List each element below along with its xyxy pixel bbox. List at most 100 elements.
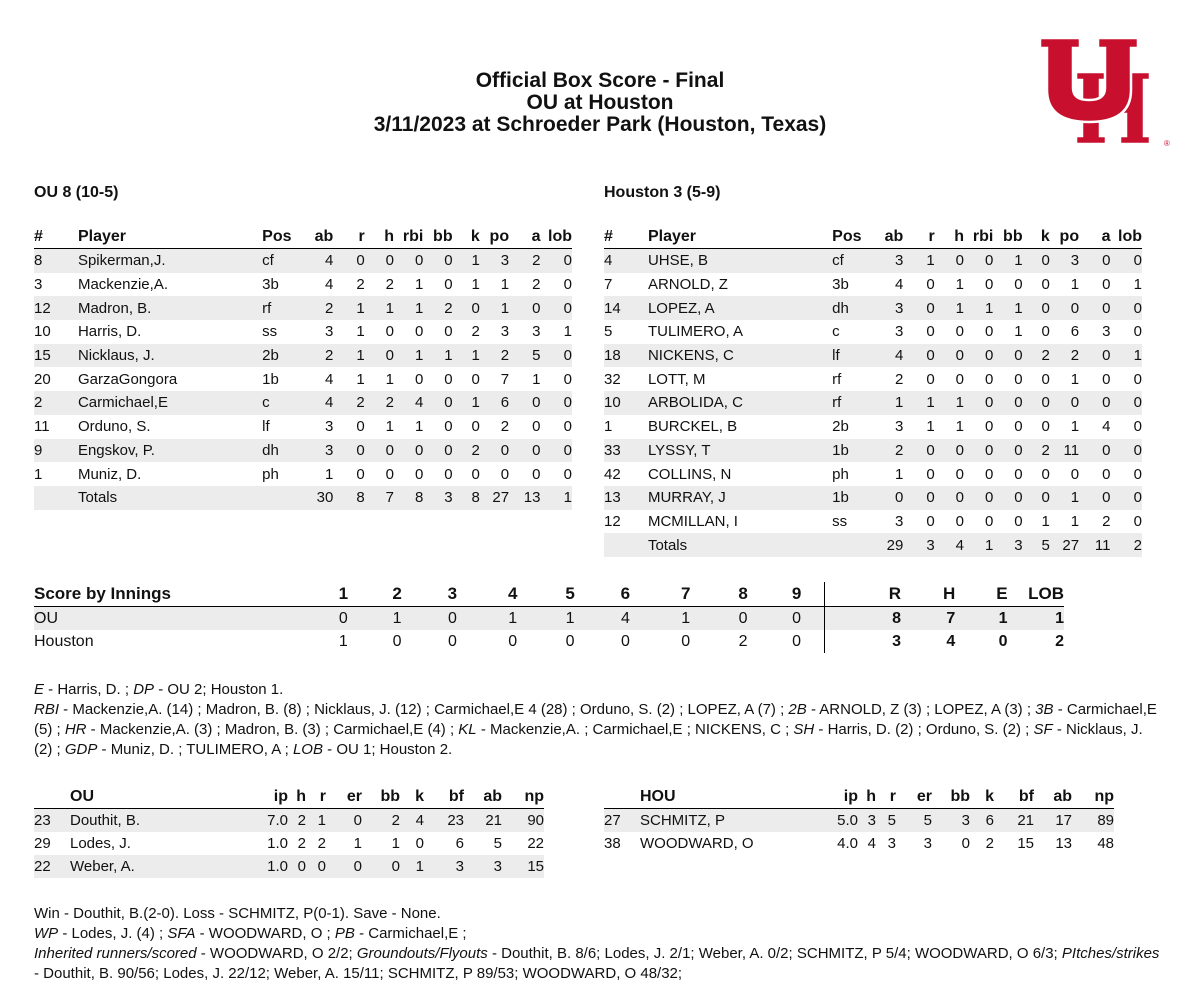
stat-cell: 5.0 xyxy=(810,808,858,832)
stat-cell: 1 xyxy=(306,808,326,832)
stat-cell: 0 xyxy=(444,276,453,294)
stat-cell: 4 xyxy=(400,808,424,832)
stat-cell: 1 xyxy=(871,391,904,415)
stat-cell: 0 xyxy=(1041,418,1050,436)
totals-header: LOB xyxy=(1007,582,1064,607)
uh-logo-icon: ® xyxy=(1038,36,1170,148)
away-pitching-table: OU ip h r er bb k bf ab np 23 Douthit, B. 7.0 2 1 0 2 4 2… xyxy=(34,786,544,878)
stat-cell: 3 xyxy=(324,418,334,436)
stat-cell: 0 xyxy=(1041,370,1050,388)
totals-row: Totals 30 8 7 8 3 8 27 13 1 xyxy=(34,485,572,510)
stat-cell: 0 xyxy=(1079,296,1111,321)
stat-cell: 0 xyxy=(563,276,572,294)
stat-cell: 0 xyxy=(364,248,394,273)
column-header: # xyxy=(34,226,78,249)
stat-cell: 0 xyxy=(288,855,306,878)
note-line: E - Harris, D. ; DP - OU 2; Houston 1. xyxy=(34,680,1164,700)
stat-cell: 1 xyxy=(414,276,424,294)
stat-cell: 0 xyxy=(1041,465,1050,483)
stat-cell: 29 xyxy=(34,835,51,852)
column-header: h xyxy=(934,226,964,249)
totals-row: Totals 29 3 4 1 3 5 27 11 2 xyxy=(604,533,1142,557)
totals-header: H xyxy=(900,582,956,607)
note-text: - WOODWARD, O ; xyxy=(195,925,335,942)
column-header: r xyxy=(333,226,365,249)
stat-cell: 7.0 xyxy=(240,808,288,832)
stat-cell: 0 xyxy=(444,323,453,341)
stat-cell: 1 xyxy=(394,343,424,368)
column-header: bb xyxy=(932,786,970,809)
team-name: Houston xyxy=(34,632,94,650)
stat-cell: 3 xyxy=(871,296,904,321)
stat-cell: 4 xyxy=(867,835,876,852)
stat-cell: ss xyxy=(262,323,278,341)
stat-cell: 0 xyxy=(540,438,572,463)
inning-score: 0 xyxy=(447,632,457,650)
stat-cell: 2 xyxy=(301,343,334,368)
note-line: Win - Douthit, B.(2-0). Loss - SCHMITZ, … xyxy=(34,904,1164,924)
stat-cell: 0 xyxy=(1049,296,1080,321)
stat-cell: 22 xyxy=(527,835,544,852)
stat-cell: 0 xyxy=(1049,391,1080,415)
stat-cell: 1 xyxy=(452,248,480,273)
stat-cell: 0 xyxy=(934,485,964,510)
stat-cell: 0 xyxy=(423,438,453,463)
stat-cell: 8 xyxy=(34,248,78,273)
note-label: KL xyxy=(458,721,477,738)
stat-cell: 0 xyxy=(471,465,480,483)
stat-cell: 1 xyxy=(1070,276,1080,294)
stat-cell: 1 xyxy=(993,248,1023,273)
stat-cell: 1 xyxy=(333,343,365,368)
pitcher-row: 22 Weber, A. 1.0 0 0 0 0 1 3 3 15 xyxy=(34,855,544,878)
stat-cell: Nicklaus, J. xyxy=(77,343,263,368)
stat-cell: 0 xyxy=(394,248,424,273)
stat-cell: 0 xyxy=(385,465,394,483)
total-cell: 30 xyxy=(301,485,334,510)
stat-cell: 0 xyxy=(563,465,572,483)
stat-cell: UHSE, B xyxy=(647,248,833,273)
team-total: 1 xyxy=(955,606,1008,630)
column-header: ab xyxy=(464,786,502,809)
stat-cell: 0 xyxy=(1110,248,1142,273)
stat-cell: 14 xyxy=(604,296,648,321)
stat-cell: 1 xyxy=(385,370,394,388)
note-label: GDP xyxy=(64,741,98,758)
stat-cell: 0 xyxy=(1014,512,1023,530)
stat-cell: 0 xyxy=(1079,485,1111,510)
note-label: PB xyxy=(334,925,355,942)
stat-cell: 6 xyxy=(455,835,464,852)
team-total: 2 xyxy=(1055,632,1064,650)
stat-cell: 0 xyxy=(423,248,453,273)
stat-cell: 0 xyxy=(1079,248,1111,273)
stat-cell: 4 xyxy=(1102,418,1111,436)
inning-score: 0 xyxy=(620,632,630,650)
stat-cell: 0 xyxy=(903,485,935,510)
inning-number: 7 xyxy=(654,582,717,607)
stat-cell: 0 xyxy=(993,485,1023,510)
stat-cell: 4.0 xyxy=(837,835,858,852)
stat-cell: 0 xyxy=(1102,370,1111,388)
stat-cell: 0 xyxy=(471,370,480,388)
stat-cell: 2 xyxy=(356,276,365,294)
stat-cell: 2 xyxy=(500,418,510,436)
pitching-team: OU xyxy=(70,786,240,809)
note-text: - OU 1; Houston 2. xyxy=(322,741,453,758)
column-header: bf xyxy=(994,786,1034,809)
column-header xyxy=(34,786,70,809)
inning-score: 1 xyxy=(370,606,424,630)
column-header: rbi xyxy=(394,226,424,249)
stat-cell: 0 xyxy=(444,418,453,436)
stat-cell: 0 xyxy=(993,391,1023,415)
stat-cell: 3 xyxy=(424,855,464,878)
stat-cell: 6 xyxy=(1070,323,1080,341)
stat-cell: 0 xyxy=(1133,418,1142,436)
stat-cell: 0 xyxy=(955,512,964,530)
stat-cell: 3 xyxy=(464,855,502,878)
stat-cell: 1.0 xyxy=(267,835,288,852)
stat-cell: 1 xyxy=(391,835,400,852)
note-label: SF xyxy=(1033,721,1053,738)
column-header: po xyxy=(1049,226,1080,249)
stat-cell: Engskov, P. xyxy=(77,438,263,463)
